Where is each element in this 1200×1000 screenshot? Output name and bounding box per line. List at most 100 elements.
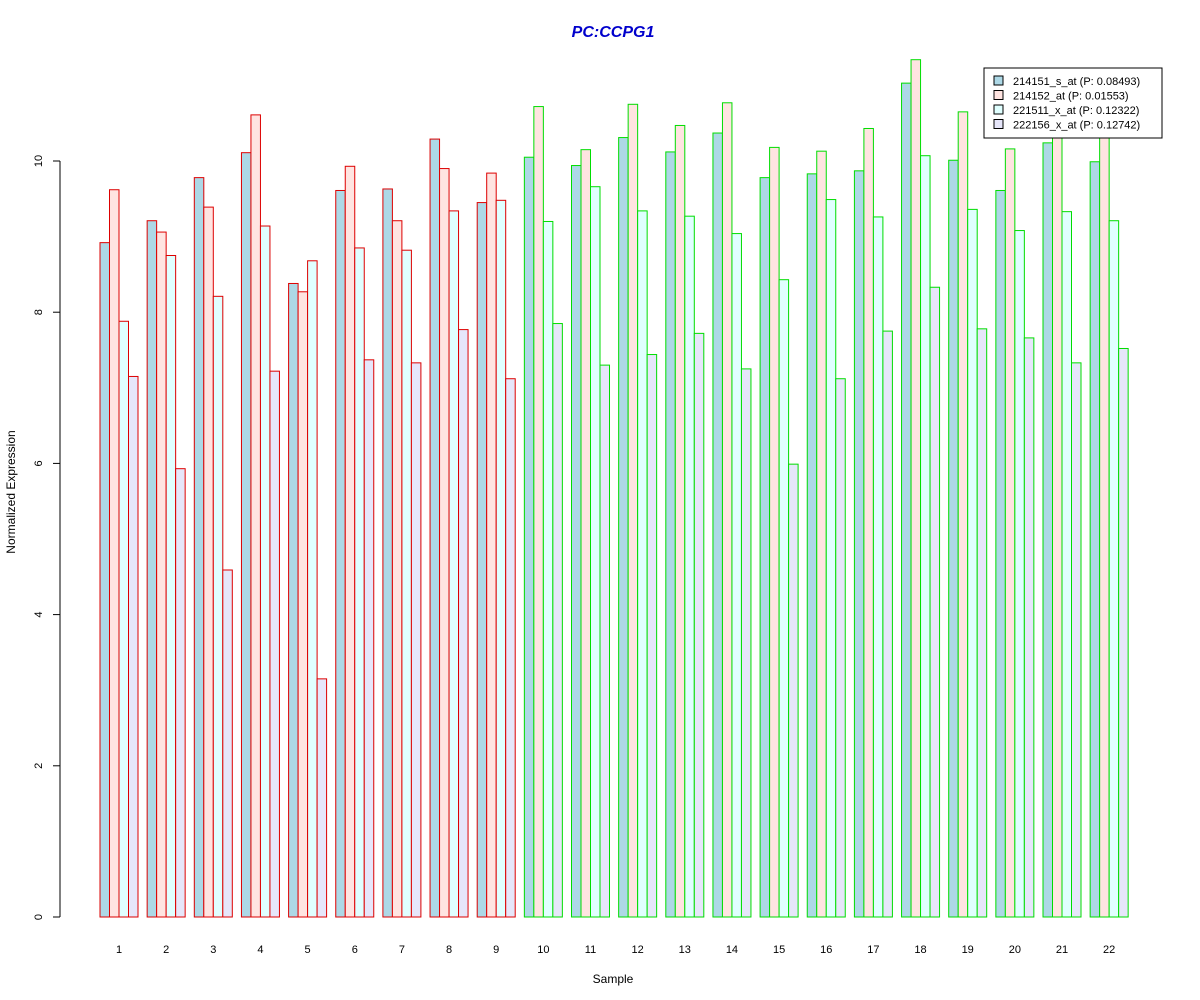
x-tick-label: 20: [1009, 944, 1021, 956]
legend-box: [983, 67, 1163, 139]
bar-sample-5-series-3: [307, 260, 318, 918]
bar-sample-21-series-4: [1071, 362, 1082, 918]
x-tick-label: 13: [679, 944, 691, 956]
bar-sample-3-series-1: [193, 177, 205, 918]
bar-sample-15-series-1: [759, 177, 771, 918]
bar-sample-17-series-2: [863, 127, 874, 918]
bar-sample-20-series-1: [995, 189, 1006, 918]
x-axis-tick-labels: 1 2 3 4 5 6 7 8 9 10 11 12 13 14 15 16 17 18 19 20 21 22: [116, 944, 1115, 956]
bar-sample-14-series-4: [740, 368, 752, 918]
y-tick-label: 10: [33, 155, 45, 167]
legend-swatch: [993, 90, 1004, 100]
y-tick-label: 6: [33, 460, 45, 466]
bar-sample-10-series-1: [523, 156, 535, 918]
bar-sample-12-series-2: [627, 103, 639, 918]
bar-sample-9-series-2: [486, 172, 497, 918]
x-tick-label: 11: [585, 944, 596, 956]
bar-sample-21-series-2: [1052, 119, 1063, 918]
bar-sample-20-series-4: [1023, 337, 1035, 918]
bar-sample-22-series-3: [1108, 220, 1120, 918]
x-tick-label: 22: [1103, 944, 1115, 956]
bar-sample-2-series-4: [175, 468, 186, 918]
y-axis: 0 2 4 6 8 10: [33, 155, 61, 920]
bar-sample-4-series-4: [269, 370, 280, 918]
bar-sample-13-series-3: [684, 215, 695, 918]
x-tick-label: 18: [914, 944, 926, 956]
legend-entry-label: 221511_x_at (P: 0.12322): [1013, 105, 1139, 117]
bar-sample-18-series-4: [929, 286, 941, 918]
x-tick-label: 15: [773, 944, 785, 956]
bar-sample-5-series-4: [316, 678, 328, 918]
bar-sample-8-series-3: [448, 210, 460, 918]
bar-sample-3-series-2: [203, 206, 214, 918]
bar-sample-16-series-3: [825, 199, 837, 918]
x-tick-label: 19: [962, 944, 974, 956]
x-tick-label: 9: [493, 944, 499, 956]
bar-sample-5-series-1: [288, 282, 299, 918]
bar-sample-21-series-3: [1061, 211, 1072, 918]
bar-sample-18-series-3: [920, 155, 931, 918]
bar-sample-6-series-3: [354, 247, 365, 918]
bar-sample-14-series-2: [721, 102, 733, 918]
bar-sample-19-series-1: [948, 159, 959, 918]
bar-sample-3-series-3: [212, 295, 224, 918]
bar-sample-10-series-4: [552, 323, 563, 918]
bar-sample-8-series-1: [429, 138, 441, 918]
bar-sample-4-series-3: [259, 225, 271, 918]
bar-sample-17-series-4: [882, 330, 893, 918]
bar-sample-17-series-1: [853, 170, 865, 918]
bar-sample-5-series-2: [297, 291, 309, 918]
bar-sample-11-series-2: [580, 149, 591, 918]
bar-sample-14-series-1: [712, 132, 723, 918]
x-tick-label: 8: [446, 944, 452, 956]
bar-sample-1-series-4: [128, 375, 139, 918]
bar-sample-22-series-1: [1089, 161, 1101, 918]
y-axis-title: Normalized Expression: [4, 430, 18, 553]
x-tick-label: 5: [305, 944, 311, 956]
bar-sample-20-series-3: [1014, 230, 1025, 918]
legend-swatch: [993, 104, 1004, 115]
x-tick-label: 17: [867, 944, 879, 956]
x-tick-label: 4: [257, 944, 263, 956]
bar-sample-9-series-1: [476, 202, 488, 918]
bar-sample-1-series-3: [118, 320, 129, 918]
bar-sample-18-series-2: [910, 59, 922, 918]
x-tick-label: 14: [726, 944, 738, 956]
bar-sample-6-series-2: [344, 165, 356, 918]
x-tick-label: 2: [163, 944, 169, 956]
y-tick-label: 0: [33, 914, 45, 920]
bar-sample-1-series-1: [99, 242, 110, 918]
bar-sample-7-series-1: [382, 188, 393, 918]
x-tick-label: 7: [399, 944, 405, 956]
bar-sample-8-series-4: [458, 329, 469, 918]
bar-sample-4-series-1: [240, 152, 252, 918]
bar-sample-15-series-2: [769, 146, 780, 918]
bar-sample-19-series-4: [976, 328, 988, 918]
bar-sample-9-series-3: [495, 199, 507, 918]
bar-sample-12-series-4: [646, 354, 658, 918]
bar-sample-6-series-4: [363, 359, 375, 918]
bars-group: [99, 59, 1129, 918]
bar-sample-16-series-4: [835, 378, 846, 918]
x-tick-label: 1: [116, 944, 122, 956]
y-tick-label: 2: [33, 763, 45, 769]
bar-sample-13-series-2: [674, 124, 686, 918]
legend-swatch: [993, 119, 1004, 129]
legend-swatch: [993, 75, 1004, 86]
x-axis-title: Sample: [593, 972, 634, 986]
bar-sample-12-series-3: [637, 210, 648, 918]
bar-sample-20-series-2: [1004, 148, 1016, 918]
bar-sample-19-series-3: [967, 208, 978, 918]
x-tick-label: 16: [820, 944, 832, 956]
bar-sample-22-series-4: [1118, 347, 1129, 918]
bar-sample-2-series-1: [146, 220, 158, 918]
y-tick-label: 8: [33, 309, 45, 315]
legend: 214151_s_at (P: 0.08493) 214152_at (P: 0.…: [983, 67, 1163, 139]
bar-sample-8-series-2: [439, 168, 450, 918]
bar-sample-2-series-3: [165, 255, 177, 918]
bar-sample-9-series-4: [505, 378, 516, 918]
bar-sample-7-series-4: [410, 362, 422, 918]
bar-sample-13-series-1: [665, 151, 676, 918]
bar-sample-13-series-4: [693, 332, 705, 918]
